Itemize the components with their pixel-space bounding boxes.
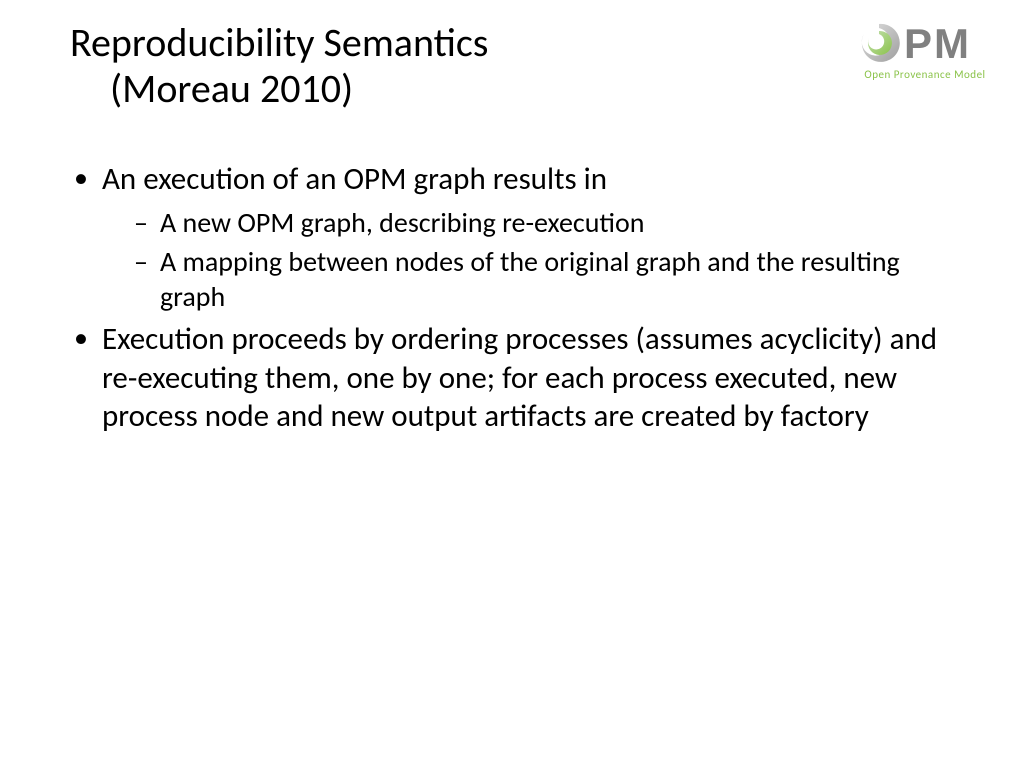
list-item: A new OPM graph, describing re-execution: [130, 205, 954, 240]
logo-mark: P M: [856, 20, 994, 66]
title-line-1: Reproducibility Semantics: [70, 20, 488, 66]
slide: Reproducibility Semantics (Moreau 2010): [0, 0, 1024, 768]
list-item: An execution of an OPM graph results in …: [70, 160, 954, 314]
svg-text:P: P: [904, 20, 932, 66]
list-item: A mapping between nodes of the original …: [130, 244, 954, 314]
swirl-icon: [856, 20, 902, 66]
bullet-text: Execution proceeds by ordering processes…: [102, 320, 937, 436]
bullet-list: An execution of an OPM graph results in …: [70, 160, 954, 436]
bullet-text: An execution of an OPM graph results in: [102, 160, 607, 198]
sub-bullet-text: A new OPM graph, describing re-execution: [160, 205, 645, 240]
svg-text:M: M: [934, 20, 969, 66]
logo-letters-icon: P M: [904, 20, 994, 66]
slide-content: An execution of an OPM graph results in …: [70, 160, 954, 436]
opm-logo: P M Open Provenance Model: [856, 20, 994, 81]
header: Reproducibility Semantics (Moreau 2010): [70, 20, 954, 112]
logo-subtitle: Open Provenance Model: [856, 68, 994, 81]
title-line-2: (Moreau 2010): [70, 66, 488, 112]
slide-title: Reproducibility Semantics (Moreau 2010): [70, 20, 488, 112]
sub-bullet-list: A new OPM graph, describing re-execution…: [102, 205, 954, 314]
list-item: Execution proceeds by ordering processes…: [70, 320, 954, 436]
sub-bullet-text: A mapping between nodes of the original …: [160, 244, 900, 314]
